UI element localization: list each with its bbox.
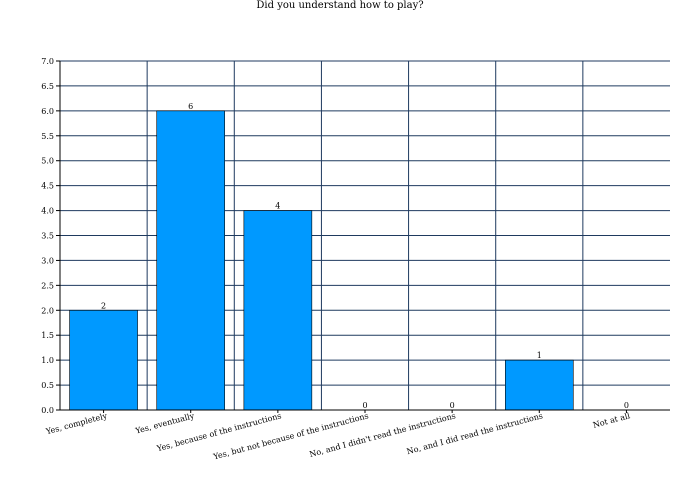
x-category-label: Not at all: [592, 411, 631, 430]
x-category-label: No, and I didn't read the instructions: [308, 411, 456, 459]
y-tick-label: 5.0: [41, 157, 54, 166]
y-tick-label: 1.5: [41, 331, 54, 340]
bars: [69, 110, 574, 411]
data-label: 0: [624, 401, 629, 410]
y-tick-label: 3.0: [41, 256, 54, 265]
y-tick-label: 0.5: [41, 381, 54, 390]
data-label: 0: [450, 401, 455, 410]
y-tick-label: 4.0: [41, 207, 54, 216]
bar: [69, 309, 138, 411]
bar: [243, 210, 313, 411]
grid-lines: [60, 60, 670, 411]
data-label: 0: [362, 401, 367, 410]
y-tick-label: 1.0: [41, 356, 54, 365]
data-label: 4: [275, 202, 280, 211]
y-tick-label: 3.5: [41, 232, 54, 241]
data-label: 6: [188, 102, 193, 111]
y-tick-label: 0.0: [41, 406, 54, 415]
x-category-label: Yes, but not because of the instructions: [211, 411, 369, 461]
data-label: 2: [101, 301, 106, 310]
axes: [56, 60, 670, 413]
y-tick-label: 2.5: [41, 281, 54, 290]
y-tick-label: 6.5: [41, 82, 54, 91]
bar: [156, 110, 226, 411]
y-tick-label: 5.5: [41, 132, 54, 141]
y-tick-label: 6.0: [41, 107, 54, 116]
bar: [504, 359, 574, 411]
y-tick-label: 4.5: [41, 182, 54, 191]
data-label: 1: [537, 351, 542, 360]
y-tick-label: 2.0: [41, 306, 54, 315]
chart-title: Did you understand how to play?: [256, 0, 424, 11]
x-category-label: Yes, eventually: [134, 411, 196, 436]
y-tick-label: 7.0: [41, 57, 54, 66]
